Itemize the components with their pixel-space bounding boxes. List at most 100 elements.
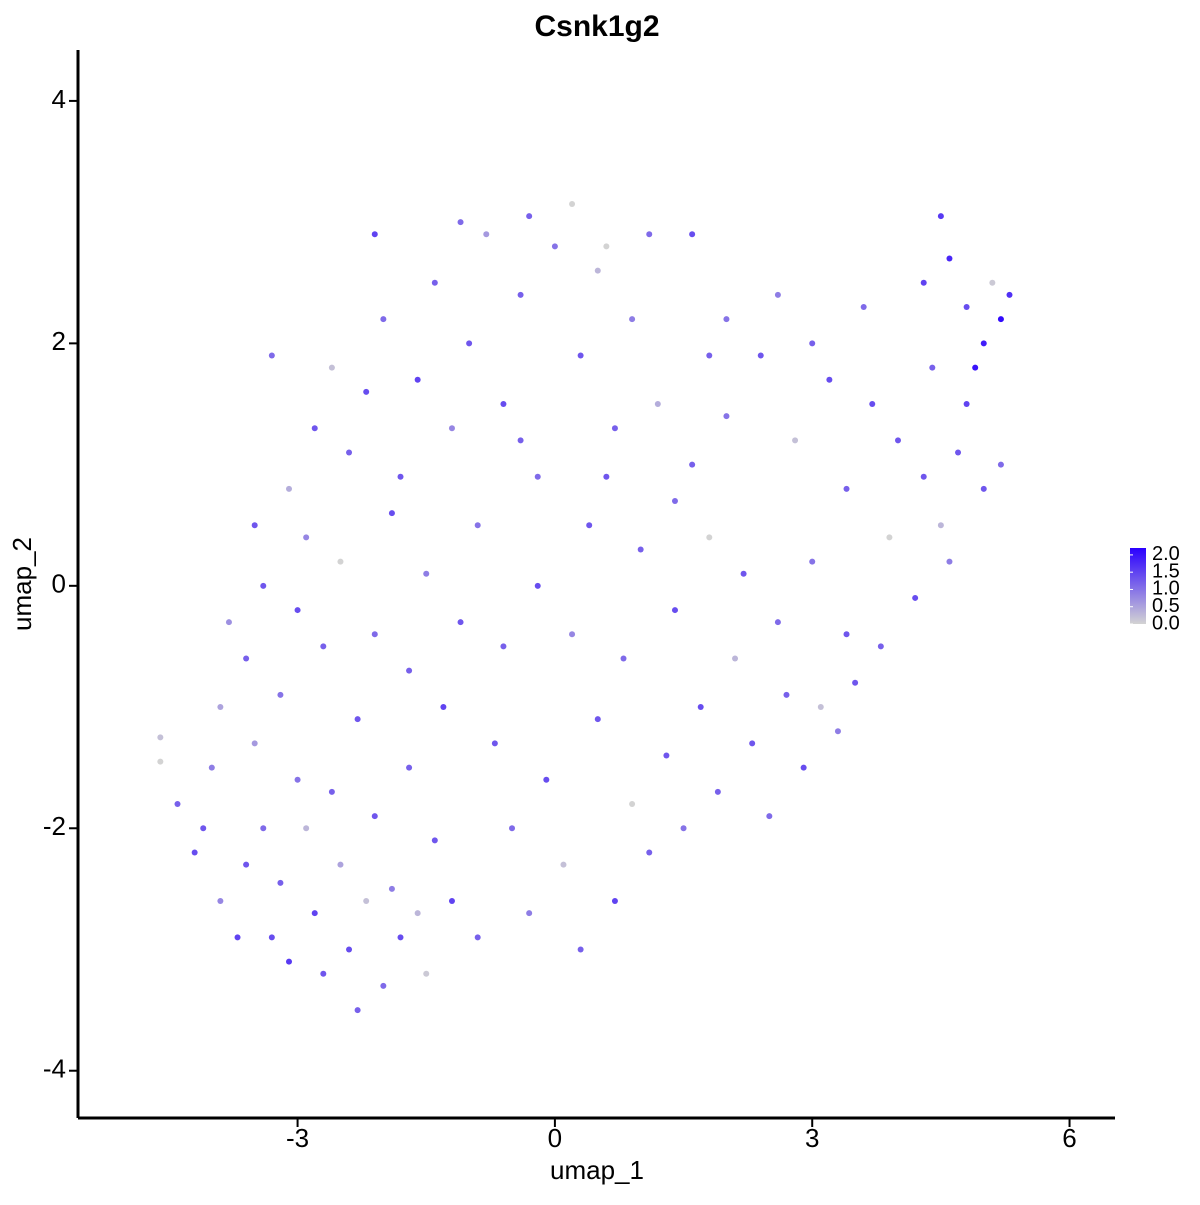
point — [1006, 291, 1013, 298]
point — [337, 861, 344, 868]
point — [320, 970, 327, 977]
point — [560, 861, 567, 868]
point — [611, 425, 618, 432]
point — [517, 437, 524, 444]
point — [689, 231, 696, 238]
point — [500, 400, 507, 407]
point — [629, 801, 636, 808]
point — [766, 813, 773, 820]
point — [706, 352, 713, 359]
point — [946, 558, 953, 565]
point — [689, 461, 696, 468]
colorbar-tick-label: 0.5 — [1152, 595, 1180, 617]
point — [706, 534, 713, 541]
colorbar — [1130, 548, 1146, 624]
point — [603, 473, 610, 480]
point — [423, 570, 430, 577]
colorbar-tick-label: 2.0 — [1152, 543, 1180, 565]
point — [912, 594, 919, 601]
point — [491, 740, 498, 747]
point — [225, 619, 232, 626]
point — [723, 413, 730, 420]
point — [809, 340, 816, 347]
x-tick-label: -3 — [286, 1123, 309, 1153]
point — [620, 655, 627, 662]
x-tick-label: 0 — [548, 1123, 562, 1153]
point — [714, 788, 721, 795]
point — [577, 946, 584, 953]
point — [809, 558, 816, 565]
point — [646, 849, 653, 856]
point — [955, 449, 962, 456]
point — [671, 607, 678, 614]
point — [388, 885, 395, 892]
point — [783, 691, 790, 698]
point — [251, 522, 258, 529]
point — [937, 522, 944, 529]
point — [594, 716, 601, 723]
point — [200, 825, 207, 832]
point — [388, 510, 395, 517]
point — [526, 910, 533, 917]
point — [517, 291, 524, 298]
point — [972, 364, 979, 371]
point — [243, 655, 250, 662]
point — [346, 449, 353, 456]
point — [363, 388, 370, 395]
point — [217, 704, 224, 711]
point — [732, 655, 739, 662]
point — [431, 279, 438, 286]
point — [234, 934, 241, 941]
point — [294, 607, 301, 614]
point — [534, 473, 541, 480]
point — [509, 825, 516, 832]
point — [380, 316, 387, 323]
point — [414, 376, 421, 383]
y-axis-label: umap_2 — [7, 537, 37, 631]
point — [740, 570, 747, 577]
point — [217, 898, 224, 905]
x-axis-label: umap_1 — [550, 1155, 644, 1185]
point — [526, 213, 533, 220]
y-tick-label: -2 — [43, 811, 66, 841]
point — [800, 764, 807, 771]
point — [577, 352, 584, 359]
point — [157, 734, 164, 741]
point — [817, 704, 824, 711]
point — [757, 352, 764, 359]
point — [697, 704, 704, 711]
point — [920, 279, 927, 286]
chart-title: Csnk1g2 — [534, 10, 659, 43]
y-tick-label: 2 — [52, 326, 66, 356]
point — [774, 291, 781, 298]
point — [929, 364, 936, 371]
point — [534, 582, 541, 589]
point — [603, 243, 610, 250]
point — [611, 898, 618, 905]
point — [457, 219, 464, 226]
point — [680, 825, 687, 832]
point — [363, 898, 370, 905]
colorbar-tick-label: 1.0 — [1152, 578, 1180, 600]
point — [852, 679, 859, 686]
point — [483, 231, 490, 238]
point — [268, 352, 275, 359]
point — [371, 631, 378, 638]
point — [423, 970, 430, 977]
point — [328, 364, 335, 371]
point — [406, 667, 413, 674]
point — [346, 946, 353, 953]
point — [989, 279, 996, 286]
point — [894, 437, 901, 444]
point — [474, 522, 481, 529]
point — [260, 582, 267, 589]
point — [671, 497, 678, 504]
point — [569, 631, 576, 638]
point — [551, 243, 558, 250]
point — [251, 740, 258, 747]
point — [268, 934, 275, 941]
point — [303, 825, 310, 832]
point — [937, 213, 944, 220]
